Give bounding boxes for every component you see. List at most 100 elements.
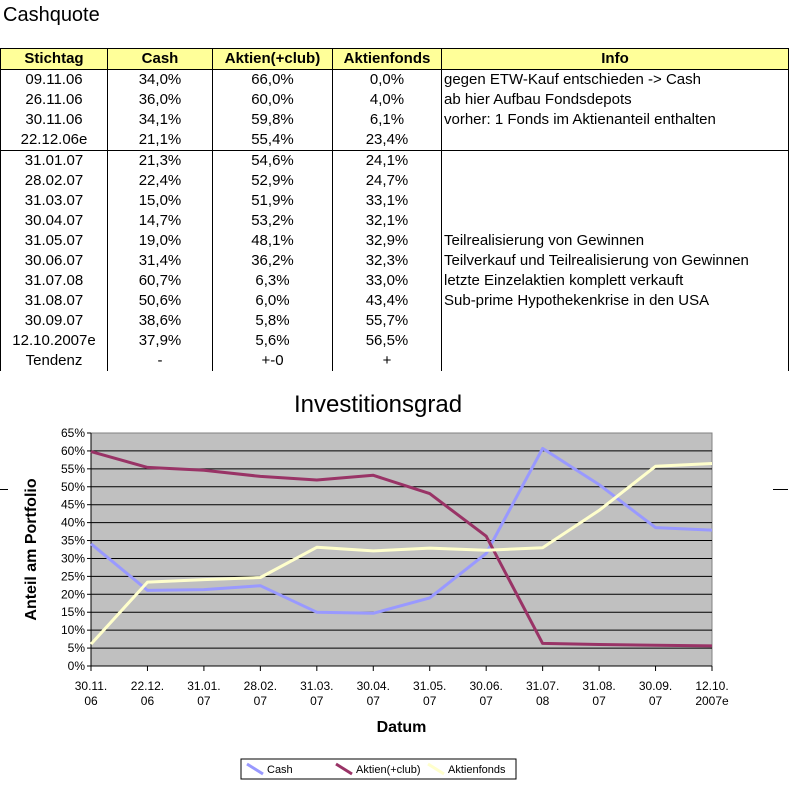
- table-header-row: Stichtag Cash Aktien(+club) Aktienfonds …: [0, 48, 789, 70]
- cell-info[interactable]: vorher: 1 Fonds im Aktienanteil enthalte…: [441, 110, 789, 130]
- table-row: 12.10.2007e 37,9% 5,6% 56,5%: [0, 331, 789, 351]
- cell-aktien[interactable]: 59,8%: [212, 110, 333, 130]
- cell-cash[interactable]: 34,0%: [107, 69, 213, 90]
- x-tick-label: 31.01. 07: [187, 679, 220, 708]
- cell-info[interactable]: [441, 191, 789, 211]
- investitionsgrad-chart: Investitionsgrad 0% 5% 10% 15% 20% 25% 30% 35% 40…: [23, 391, 729, 780]
- cell-aktien[interactable]: 5,6%: [212, 331, 333, 351]
- cell-stichtag[interactable]: 09.11.06: [0, 69, 108, 90]
- table-row: 31.03.07 15,0% 51,9% 33,1%: [0, 191, 789, 211]
- cell-stichtag[interactable]: 30.06.07: [0, 251, 108, 271]
- cell-aktienfonds[interactable]: 43,4%: [332, 291, 442, 311]
- x-tick-label: 12.10. 2007e: [695, 679, 729, 708]
- y-tick-label: 0%: [68, 659, 86, 673]
- cell-stichtag[interactable]: 22.12.06e: [0, 130, 108, 151]
- cell-stichtag[interactable]: 28.02.07: [0, 171, 108, 191]
- cell-cash[interactable]: 21,1%: [107, 130, 213, 151]
- table-row: 30.11.06 34,1% 59,8% 6,1% vorher: 1 Fonds im…: [0, 110, 789, 130]
- x-tick-label: 30.09. 07: [639, 679, 672, 708]
- cell-cash[interactable]: 19,0%: [107, 231, 213, 251]
- cell-stichtag[interactable]: 12.10.2007e: [0, 331, 108, 351]
- cell-aktienfonds[interactable]: 6,1%: [332, 110, 442, 130]
- cell-cash[interactable]: 36,0%: [107, 90, 213, 110]
- legend-label-2: Aktienfonds: [448, 764, 506, 776]
- cell-info[interactable]: Sub-prime Hypothekenkrise in den USA: [441, 291, 789, 311]
- cell-aktienfonds[interactable]: 4,0%: [332, 90, 442, 110]
- series-line-0: [90, 446, 713, 615]
- cell-aktienfonds[interactable]: 24,7%: [332, 171, 442, 191]
- cell-aktien[interactable]: 48,1%: [212, 231, 333, 251]
- cell-aktien[interactable]: 60,0%: [212, 90, 333, 110]
- cell-cash[interactable]: 50,6%: [107, 291, 213, 311]
- cell-info[interactable]: [441, 150, 789, 171]
- cell-aktien[interactable]: 52,9%: [212, 171, 333, 191]
- cell-aktienfonds[interactable]: 55,7%: [332, 311, 442, 331]
- chart-title: Investitionsgrad: [294, 391, 462, 418]
- cell-aktien[interactable]: +-0: [212, 351, 333, 371]
- cell-stichtag[interactable]: 26.11.06: [0, 90, 108, 110]
- cell-stichtag[interactable]: 30.04.07: [0, 211, 108, 231]
- cell-aktienfonds[interactable]: 32,3%: [332, 251, 442, 271]
- cell-aktien[interactable]: 55,4%: [212, 130, 333, 151]
- cell-stichtag[interactable]: 31.05.07: [0, 231, 108, 251]
- cell-info[interactable]: [441, 211, 789, 231]
- cell-aktienfonds[interactable]: 56,5%: [332, 331, 442, 351]
- cell-info[interactable]: [441, 351, 789, 371]
- header-aktienfonds[interactable]: Aktienfonds: [332, 48, 442, 70]
- series-line-1: [90, 450, 713, 648]
- cell-aktien[interactable]: 6,0%: [212, 291, 333, 311]
- cell-stichtag[interactable]: 31.08.07: [0, 291, 108, 311]
- table-row: 22.12.06e 21,1% 55,4% 23,4%: [0, 130, 789, 151]
- y-tick-label: 45%: [61, 498, 85, 512]
- cell-cash[interactable]: 31,4%: [107, 251, 213, 271]
- cell-aktienfonds[interactable]: 24,1%: [332, 150, 442, 171]
- cell-info[interactable]: letzte Einzelaktien komplett verkauft: [441, 271, 789, 291]
- cell-aktienfonds[interactable]: 0,0%: [332, 69, 442, 90]
- cell-info[interactable]: ab hier Aufbau Fondsdepots: [441, 90, 789, 110]
- cell-cash[interactable]: 34,1%: [107, 110, 213, 130]
- cell-info[interactable]: gegen ETW-Kauf entschieden -> Cash: [441, 69, 789, 90]
- cell-cash[interactable]: 22,4%: [107, 171, 213, 191]
- header-cash[interactable]: Cash: [107, 48, 213, 70]
- header-info[interactable]: Info: [441, 48, 789, 70]
- cell-info[interactable]: [441, 171, 789, 191]
- header-stichtag[interactable]: Stichtag: [0, 48, 108, 70]
- cell-cash[interactable]: 21,3%: [107, 150, 213, 171]
- cell-aktienfonds[interactable]: 33,0%: [332, 271, 442, 291]
- cell-info[interactable]: Teilverkauf und Teilrealisierung von Gew…: [441, 251, 789, 271]
- x-tick-label: 30.04. 07: [357, 679, 390, 708]
- table-row: 31.01.07 21,3% 54,6% 24,1%: [0, 150, 789, 171]
- cell-stichtag[interactable]: 31.01.07: [0, 150, 108, 171]
- cell-info[interactable]: [441, 130, 789, 151]
- cell-aktien[interactable]: 36,2%: [212, 251, 333, 271]
- cell-aktienfonds[interactable]: 23,4%: [332, 130, 442, 151]
- table-row: 30.06.07 31,4% 36,2% 32,3% Teilverkauf und T…: [0, 251, 789, 271]
- cell-cash[interactable]: 60,7%: [107, 271, 213, 291]
- cell-cash[interactable]: 37,9%: [107, 331, 213, 351]
- cell-stichtag[interactable]: Tendenz: [0, 351, 108, 371]
- cell-aktien[interactable]: 53,2%: [212, 211, 333, 231]
- cell-aktienfonds[interactable]: 33,1%: [332, 191, 442, 211]
- cell-stichtag[interactable]: 30.11.06: [0, 110, 108, 130]
- cell-cash[interactable]: 15,0%: [107, 191, 213, 211]
- cell-aktien[interactable]: 66,0%: [212, 69, 333, 90]
- cell-aktien[interactable]: 54,6%: [212, 150, 333, 171]
- cell-aktienfonds[interactable]: 32,9%: [332, 231, 442, 251]
- cell-info[interactable]: Teilrealisierung von Gewinnen: [441, 231, 789, 251]
- y-tick-label: 10%: [61, 623, 85, 637]
- cell-cash[interactable]: 14,7%: [107, 211, 213, 231]
- header-aktien[interactable]: Aktien(+club): [212, 48, 333, 70]
- cell-aktien[interactable]: 6,3%: [212, 271, 333, 291]
- cell-stichtag[interactable]: 31.03.07: [0, 191, 108, 211]
- cell-stichtag[interactable]: 31.07.08: [0, 271, 108, 291]
- cell-cash[interactable]: -: [107, 351, 213, 371]
- cell-aktienfonds[interactable]: +: [332, 351, 442, 371]
- cell-info[interactable]: [441, 331, 789, 351]
- cell-aktienfonds[interactable]: 32,1%: [332, 211, 442, 231]
- cell-aktien[interactable]: 5,8%: [212, 311, 333, 331]
- cell-aktien[interactable]: 51,9%: [212, 191, 333, 211]
- cell-info[interactable]: [441, 311, 789, 331]
- cell-cash[interactable]: 38,6%: [107, 311, 213, 331]
- y-tick-label: 20%: [61, 587, 85, 601]
- cell-stichtag[interactable]: 30.09.07: [0, 311, 108, 331]
